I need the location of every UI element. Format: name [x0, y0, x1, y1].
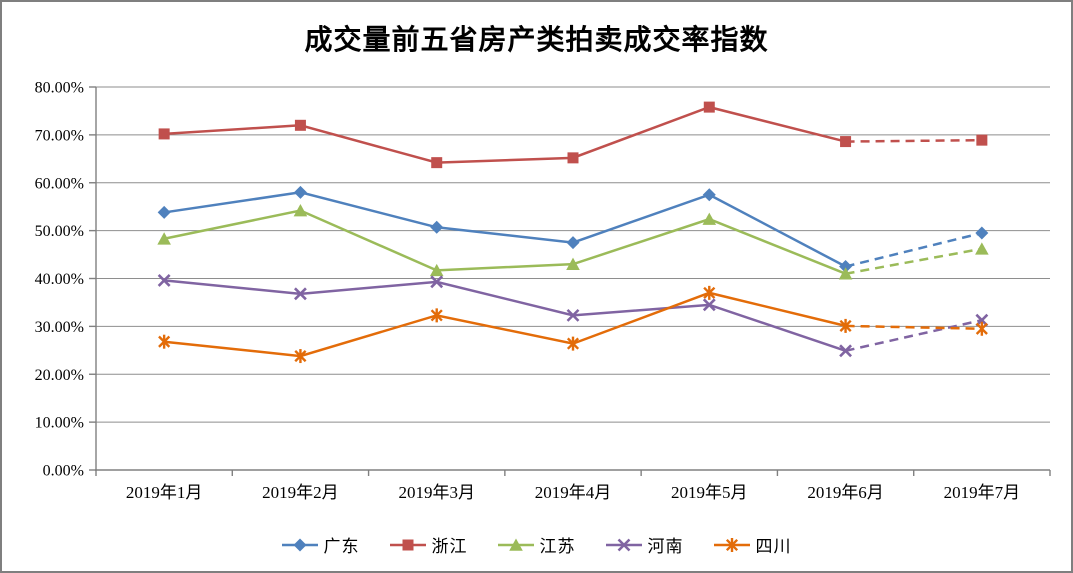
marker-0-4	[702, 188, 716, 202]
marker-1-3	[567, 152, 579, 164]
legend-item-3[interactable]: 河南	[605, 532, 684, 557]
legend-marker-0	[293, 538, 306, 551]
y-axis-label: 40.00%	[35, 271, 84, 288]
marker-3-4	[702, 298, 716, 312]
marker-3-0	[157, 273, 171, 287]
legend: 广东 浙江 江苏 河南 四川	[2, 532, 1071, 557]
series-line-3	[164, 279, 846, 352]
marker-0-3	[566, 236, 580, 250]
legend-marker-triangle-icon	[497, 538, 534, 551]
x-axis-label: 2019年4月	[535, 483, 612, 502]
series-line-4	[164, 291, 846, 358]
marker-2-5	[838, 267, 853, 280]
x-axis-label: 2019年2月	[262, 483, 339, 502]
y-axis-label: 30.00%	[35, 319, 84, 336]
legend-item-1[interactable]: 浙江	[389, 532, 468, 557]
legend-label: 河南	[647, 537, 684, 556]
marker-1-0	[158, 128, 170, 140]
series-line-2	[163, 209, 847, 275]
x-axis-label: 2019年1月	[126, 483, 203, 502]
legend-item-0[interactable]: 广东	[281, 532, 360, 557]
legend-marker-1	[402, 539, 413, 550]
marker-3-3	[566, 308, 580, 322]
series-line-0	[163, 191, 847, 268]
x-axis-label: 2019年3月	[398, 483, 475, 502]
legend-item-4[interactable]: 四川	[713, 532, 792, 557]
y-axis-label: 70.00%	[35, 127, 84, 144]
x-axis-label: 2019年5月	[671, 483, 748, 502]
legend-marker-2	[508, 538, 523, 551]
y-axis-label: 10.00%	[35, 415, 84, 432]
legend-marker-square-icon	[389, 539, 426, 550]
marker-2-3	[566, 257, 580, 270]
marker-1-1	[294, 119, 306, 131]
marker-2-2	[429, 263, 444, 277]
marker-0-1	[293, 185, 307, 199]
series-dashed-line-3	[845, 318, 983, 353]
marker-0-6	[975, 226, 989, 240]
marker-3-1	[294, 287, 307, 301]
marker-3-5	[839, 344, 852, 358]
series-dashed-line-0	[845, 231, 983, 268]
marker-0-5	[839, 260, 853, 274]
chart-title: 成交量前五省房产类拍卖成交率指数	[304, 25, 769, 56]
legend-label: 江苏	[539, 537, 576, 556]
y-axis-label: 20.00%	[35, 367, 84, 384]
marker-0-2	[430, 220, 444, 234]
legend-label: 广东	[323, 537, 360, 556]
y-axis-label: 60.00%	[35, 175, 84, 192]
marker-1-6	[976, 134, 988, 146]
legend-marker-3	[617, 538, 630, 551]
y-axis-label: 80.00%	[35, 80, 84, 97]
series-dashed-line-1	[845, 138, 982, 143]
marker-1-4	[703, 101, 715, 113]
legend-item-2[interactable]: 江苏	[497, 532, 576, 557]
legend-label: 浙江	[431, 537, 468, 556]
marker-2-4	[702, 212, 717, 225]
marker-3-2	[430, 275, 444, 289]
series-dashed-line-4	[845, 324, 982, 331]
x-axis-label: 2019年6月	[807, 483, 884, 502]
marker-2-0	[157, 232, 171, 245]
marker-1-2	[431, 157, 443, 169]
series-line-1	[164, 105, 846, 164]
marker-2-6	[975, 242, 989, 255]
marker-1-5	[840, 136, 852, 148]
legend-marker-asterisk-icon	[713, 537, 750, 552]
x-axis-label: 2019年7月	[944, 483, 1021, 502]
y-axis-label: 0.00%	[43, 463, 84, 480]
marker-2-1	[293, 204, 308, 217]
legend-marker-diamond-icon	[281, 538, 318, 551]
marker-0-0	[157, 205, 171, 219]
legend-marker-x-icon	[605, 538, 642, 551]
series-dashed-line-2	[845, 247, 983, 275]
y-axis-label: 50.00%	[35, 223, 84, 240]
legend-label: 四川	[755, 537, 792, 556]
